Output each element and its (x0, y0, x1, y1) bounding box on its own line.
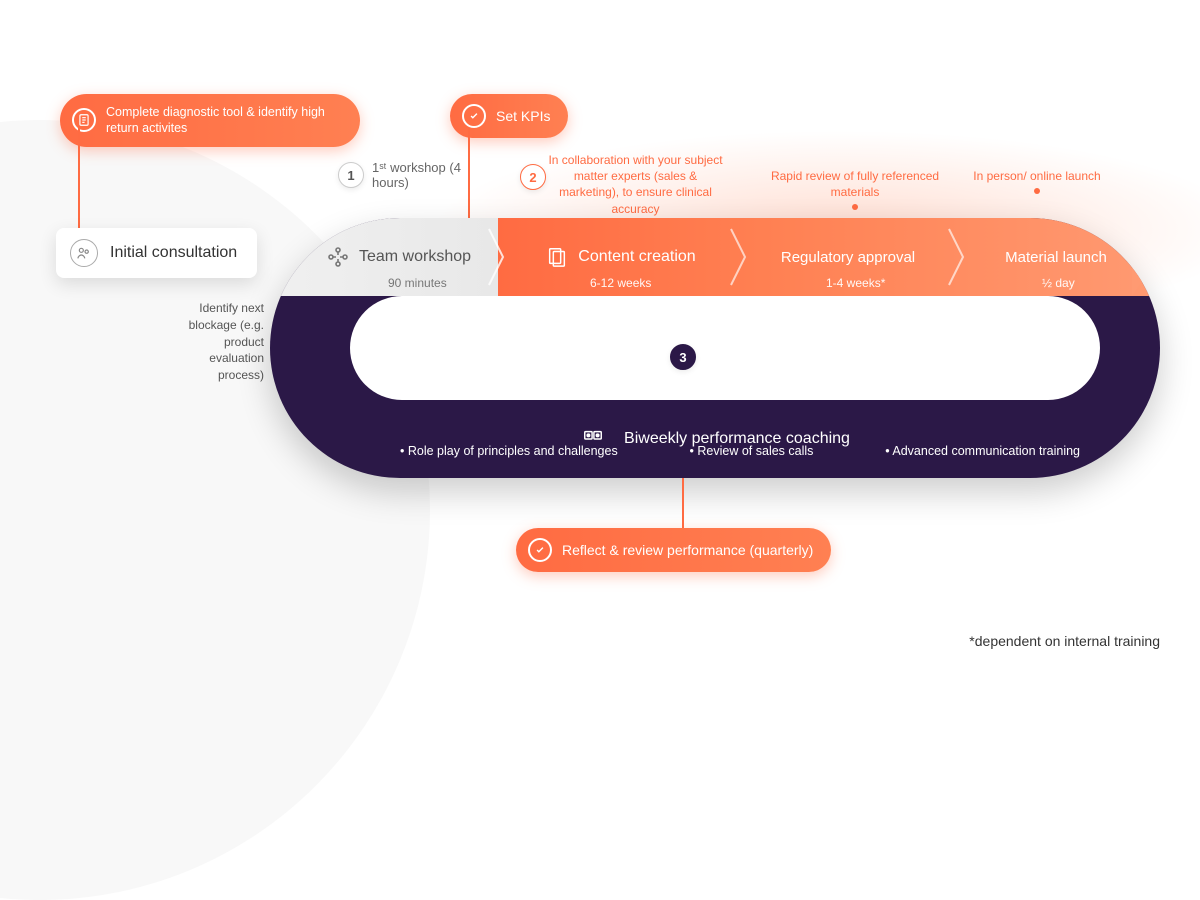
content-icon (544, 244, 570, 270)
chevron-icon (730, 228, 748, 286)
content-creation-title: Content creation (578, 248, 695, 266)
inner-cutout (350, 296, 1100, 400)
check-circle-icon (462, 104, 486, 128)
diagnostic-pill: Complete diagnostic tool & identify high… (60, 94, 360, 147)
footnote: *dependent on internal training (969, 633, 1160, 649)
side-note-blockage: Identify next blockage (e.g. product eva… (168, 300, 264, 384)
document-icon (72, 108, 96, 132)
people-icon (70, 239, 98, 267)
badge-2: 2 (520, 164, 546, 190)
coaching-bullets: Role play of principles and challenges R… (400, 444, 1080, 458)
badge-3: 3 (670, 344, 696, 370)
initial-consultation-card: Initial consultation (56, 228, 257, 278)
top-track: Team workshop Content creation Regulator… (270, 218, 1160, 296)
launch-duration: ½ day (1042, 276, 1075, 290)
reflect-label: Reflect & review performance (quarterly) (562, 542, 813, 558)
bullet-advanced: Advanced communication training (885, 444, 1080, 458)
note-launch: In person/ online launch (972, 168, 1102, 194)
chevron-icon (488, 228, 506, 286)
note-content-creation: In collaboration with your subject matte… (548, 152, 723, 227)
workshop-below: 90 minutes (388, 276, 447, 290)
connector-diagnostic (78, 128, 80, 232)
regulatory-title: Regulatory approval (781, 249, 915, 266)
diagnostic-pill-label: Complete diagnostic tool & identify high… (106, 104, 342, 137)
badge-1: 1 (338, 162, 364, 188)
content-creation-duration: 6-12 weeks (590, 276, 651, 290)
dot-icon (852, 204, 858, 210)
check-circle-icon (528, 538, 552, 562)
chevron-icon (948, 228, 966, 286)
launch-title: Material launch (1005, 249, 1107, 266)
bullet-review: Review of sales calls (690, 444, 814, 458)
dot-icon (1034, 188, 1040, 194)
initial-consultation-label: Initial consultation (110, 244, 237, 262)
workshop-above: 1ˢᵗ workshop (4 hours) (372, 160, 492, 190)
reflect-pill: Reflect & review performance (quarterly) (516, 528, 831, 572)
team-icon (325, 244, 351, 270)
process-stadium: Team workshop Content creation Regulator… (270, 218, 1160, 478)
regulatory-duration: 1-4 weeks* (826, 276, 885, 290)
arrowhead-icon (1132, 218, 1160, 296)
workshop-title: Team workshop (359, 248, 471, 266)
coaching-row: Biweekly performance coaching (270, 400, 1160, 478)
set-kpis-label: Set KPIs (496, 108, 550, 124)
note-regulatory: Rapid review of fully referenced materia… (770, 168, 940, 210)
bullet-roleplay: Role play of principles and challenges (400, 444, 618, 458)
connector-reflect (682, 478, 684, 532)
